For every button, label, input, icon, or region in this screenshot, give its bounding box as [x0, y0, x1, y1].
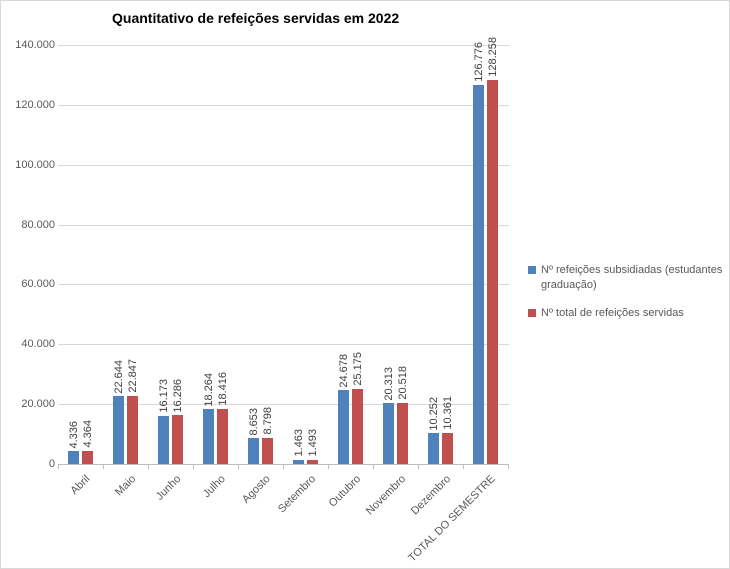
category-label: Outubro: [326, 473, 363, 510]
bar-value-label: 4.364: [81, 420, 94, 448]
bar-value-label: 1.493: [306, 429, 319, 457]
x-axis-tick: [58, 464, 59, 469]
x-axis-tick: [148, 464, 149, 469]
bar-value-label: 22.644: [112, 359, 125, 394]
x-axis-tick: [463, 464, 464, 469]
category-label: Setembro: [275, 473, 318, 516]
bar: [248, 438, 259, 464]
x-axis-tick: [103, 464, 104, 469]
bar-value-label: 22.847: [126, 358, 139, 393]
legend-item: Nº total de refeições servidas: [528, 306, 724, 321]
x-axis-tick: [373, 464, 374, 469]
legend: Nº refeições subsidiadas (estudantes gra…: [528, 263, 724, 321]
bar: [203, 409, 214, 464]
y-axis-tick-label: 0: [48, 458, 55, 470]
x-axis-line: [58, 464, 509, 465]
category-label: Maio: [112, 473, 138, 499]
bar: [293, 459, 304, 464]
bar-value-label: 126.776: [472, 41, 485, 82]
category-label: Abril: [68, 473, 93, 498]
gridline: [58, 284, 509, 286]
bar-value-label: 1.463: [292, 429, 305, 457]
x-axis-tick: [418, 464, 419, 469]
bar: [217, 408, 228, 464]
bar: [68, 451, 79, 464]
y-axis-tick-label: 60.000: [21, 278, 55, 291]
bar: [338, 390, 349, 464]
bar-value-label: 8.653: [247, 407, 260, 436]
y-axis-tick-label: 40.000: [21, 338, 55, 351]
legend-label: Nº total de refeições servidas: [541, 307, 684, 319]
bar: [172, 415, 183, 464]
category-label: TOTAL DO SEMESTRE: [406, 473, 498, 565]
bar-value-label: 18.416: [216, 372, 229, 406]
bar-value-label: 4.336: [67, 420, 80, 449]
bar: [82, 450, 93, 464]
y-axis-tick-label: 20.000: [21, 398, 55, 411]
x-axis-tick: [328, 464, 329, 469]
x-axis-tick: [508, 464, 509, 469]
y-axis-tick-label: 140.000: [15, 39, 55, 51]
legend-label: Nº refeições subsidiadas (estudantes gra…: [541, 264, 723, 291]
gridline: [58, 45, 509, 46]
y-axis-tick-label: 100.000: [15, 158, 55, 171]
bar-value-label: 20.313: [382, 366, 395, 401]
legend-item: Nº refeições subsidiadas (estudantes gra…: [528, 263, 724, 293]
bar: [487, 80, 498, 464]
bar-value-label: 16.286: [171, 378, 184, 413]
category-label: Junho: [153, 473, 183, 503]
gridline: [58, 164, 509, 166]
bar-value-label: 16.173: [157, 378, 170, 413]
bar-value-label: 128.258: [486, 37, 499, 78]
x-axis-tick: [193, 464, 194, 469]
bar: [113, 396, 124, 464]
bar: [383, 403, 394, 464]
category-label: Agosto: [240, 473, 273, 506]
bar-value-label: 18.264: [202, 372, 215, 407]
bar: [262, 437, 273, 464]
category-label: Novembro: [363, 473, 408, 518]
bar: [127, 395, 138, 464]
gridline: [58, 404, 509, 406]
category-label: Dezembro: [408, 473, 453, 518]
bar: [158, 415, 169, 464]
chart-title: Quantitativo de refeições servidas em 20…: [112, 10, 400, 26]
x-axis-tick: [283, 464, 284, 469]
bar: [352, 388, 363, 464]
bar: [442, 432, 453, 464]
gridline: [58, 104, 509, 106]
gridline: [58, 224, 509, 226]
y-axis-tick-label: 80.000: [21, 218, 55, 231]
bar: [428, 433, 439, 464]
bar: [397, 402, 408, 464]
bar-value-label: 25.175: [351, 352, 364, 386]
bar-value-label: 20.518: [396, 365, 409, 400]
category-label: Julho: [200, 473, 228, 501]
bar-value-label: 10.252: [427, 396, 440, 431]
bar-value-label: 24.678: [337, 353, 350, 388]
gridline: [58, 344, 509, 346]
x-axis-tick: [238, 464, 239, 469]
legend-swatch: [528, 266, 536, 274]
bar-value-label: 10.361: [441, 396, 454, 430]
bar: [307, 459, 318, 464]
bar-value-label: 8.798: [261, 407, 274, 435]
bar: [473, 84, 484, 464]
y-axis-tick-label: 120.000: [15, 98, 55, 111]
legend-swatch: [528, 309, 536, 317]
